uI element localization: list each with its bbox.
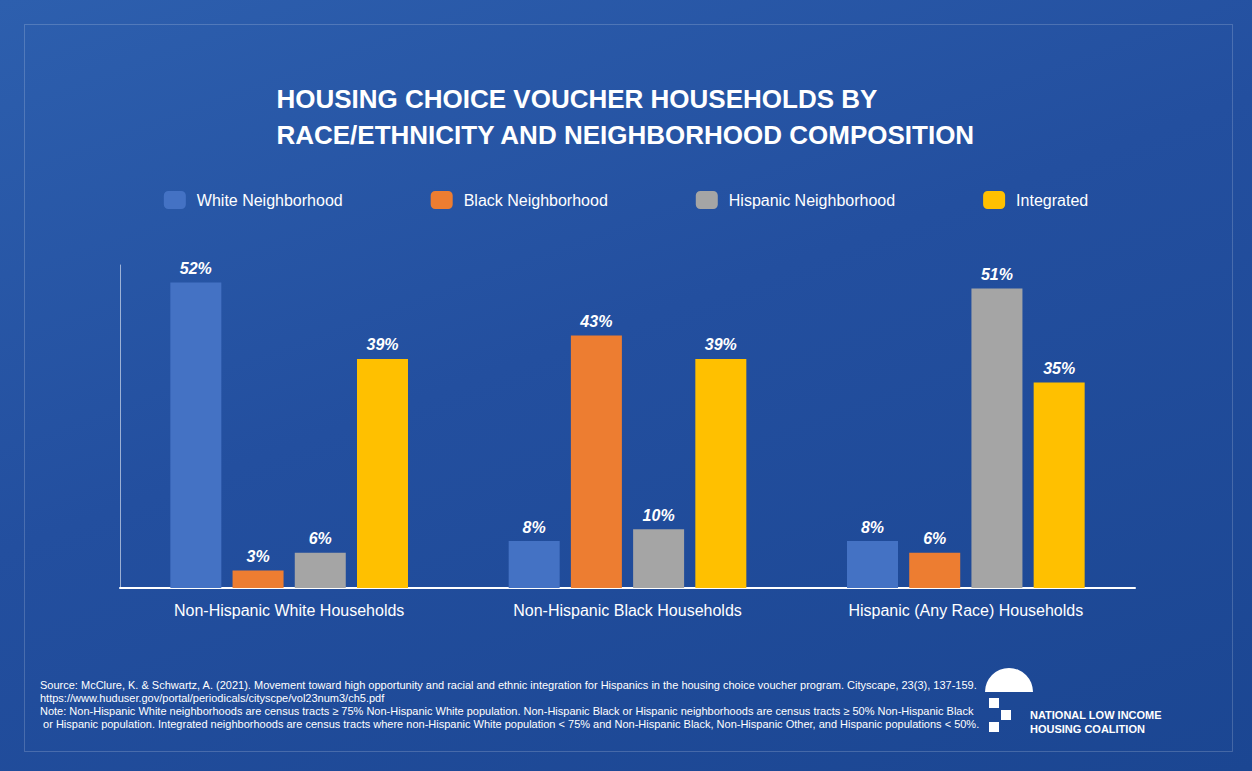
svg-text:NATIONAL LOW INCOME: NATIONAL LOW INCOME [1030, 709, 1162, 721]
svg-text:8%: 8% [861, 519, 884, 536]
svg-text:Hispanic (Any Race) Households: Hispanic (Any Race) Households [848, 602, 1083, 619]
svg-text:https://www.huduser.gov/portal: https://www.huduser.gov/portal/periodica… [40, 692, 385, 704]
svg-text:or Hispanic population. Integr: or Hispanic population. Integrated neigh… [40, 718, 979, 730]
svg-text:Black Neighborhood: Black Neighborhood [464, 192, 608, 209]
svg-text:Note: Non-Hispanic White neigh: Note: Non-Hispanic White neighborhoods a… [40, 705, 974, 717]
svg-text:6%: 6% [923, 530, 946, 547]
svg-text:39%: 39% [366, 336, 398, 353]
svg-text:52%: 52% [180, 260, 212, 277]
svg-text:3%: 3% [246, 548, 269, 565]
svg-text:White Neighborhood: White Neighborhood [197, 192, 343, 209]
svg-text:Integrated: Integrated [1016, 192, 1088, 209]
svg-text:HOUSING COALITION: HOUSING COALITION [1030, 723, 1145, 735]
svg-text:Non-Hispanic Black Households: Non-Hispanic Black Households [513, 602, 742, 619]
svg-text:Hispanic Neighborhood: Hispanic Neighborhood [729, 192, 895, 209]
svg-text:8%: 8% [523, 519, 546, 536]
svg-text:10%: 10% [643, 507, 675, 524]
svg-text:Non-Hispanic White Households: Non-Hispanic White Households [174, 602, 404, 619]
svg-text:RACE/ETHNICITY AND NEIGHBORHOO: RACE/ETHNICITY AND NEIGHBORHOOD COMPOSIT… [276, 120, 974, 150]
svg-text:39%: 39% [705, 336, 737, 353]
svg-text:Source: McClure, K. & Schwartz: Source: McClure, K. & Schwartz, A. (2021… [40, 679, 980, 691]
svg-text:43%: 43% [579, 313, 612, 330]
svg-text:51%: 51% [981, 266, 1013, 283]
svg-text:HOUSING CHOICE VOUCHER HOUSEHO: HOUSING CHOICE VOUCHER HOUSEHOLDS BY [276, 84, 877, 114]
svg-text:35%: 35% [1043, 360, 1075, 377]
svg-text:6%: 6% [309, 530, 332, 547]
